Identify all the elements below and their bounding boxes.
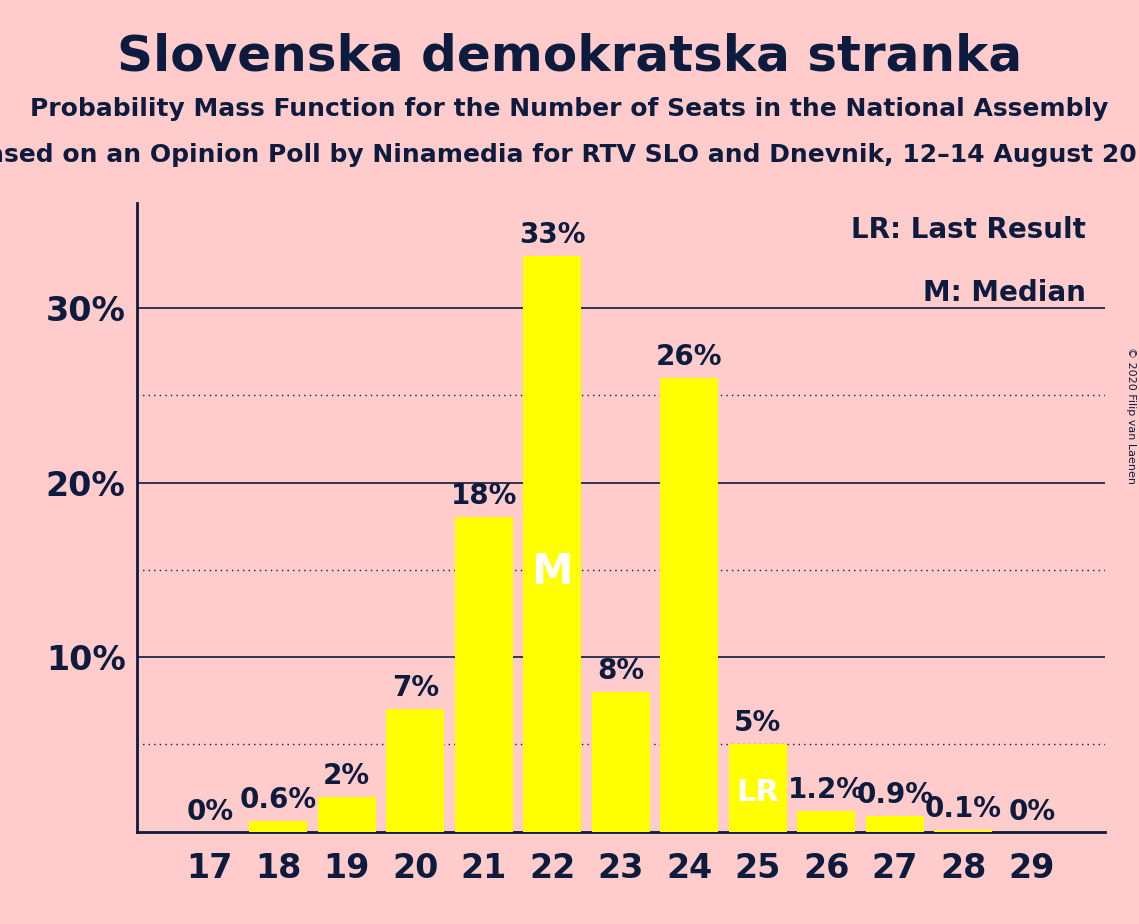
Text: © 2020 Filip van Laenen: © 2020 Filip van Laenen xyxy=(1126,347,1136,484)
Bar xyxy=(729,745,787,832)
Text: 0.6%: 0.6% xyxy=(239,786,317,814)
Text: LR: LR xyxy=(736,778,779,807)
Text: LR: Last Result: LR: Last Result xyxy=(851,216,1085,244)
Text: 0%: 0% xyxy=(187,798,233,826)
Bar xyxy=(797,810,855,832)
Text: 33%: 33% xyxy=(519,221,585,249)
Text: 18%: 18% xyxy=(451,482,517,510)
Text: 5%: 5% xyxy=(735,710,781,737)
Text: Slovenska demokratska stranka: Slovenska demokratska stranka xyxy=(117,32,1022,80)
Bar xyxy=(591,692,650,832)
Bar xyxy=(661,378,719,832)
Text: 0.1%: 0.1% xyxy=(925,795,1001,823)
Bar xyxy=(866,816,924,832)
Text: M: M xyxy=(532,552,573,593)
Text: 0%: 0% xyxy=(1008,798,1055,826)
Text: 0.9%: 0.9% xyxy=(857,781,933,808)
Bar xyxy=(386,710,444,832)
Text: 7%: 7% xyxy=(392,675,439,702)
Bar xyxy=(249,821,308,832)
Text: 2%: 2% xyxy=(323,761,370,790)
Text: Based on an Opinion Poll by Ninamedia for RTV SLO and Dnevnik, 12–14 August 2019: Based on an Opinion Poll by Ninamedia fo… xyxy=(0,143,1139,167)
Text: 8%: 8% xyxy=(597,657,645,685)
Text: M: Median: M: Median xyxy=(923,279,1085,307)
Bar xyxy=(523,256,581,832)
Bar xyxy=(934,830,992,832)
Text: Probability Mass Function for the Number of Seats in the National Assembly: Probability Mass Function for the Number… xyxy=(31,97,1108,121)
Text: 1.2%: 1.2% xyxy=(788,775,865,804)
Text: 26%: 26% xyxy=(656,343,722,371)
Bar xyxy=(318,796,376,832)
Bar xyxy=(454,517,513,832)
